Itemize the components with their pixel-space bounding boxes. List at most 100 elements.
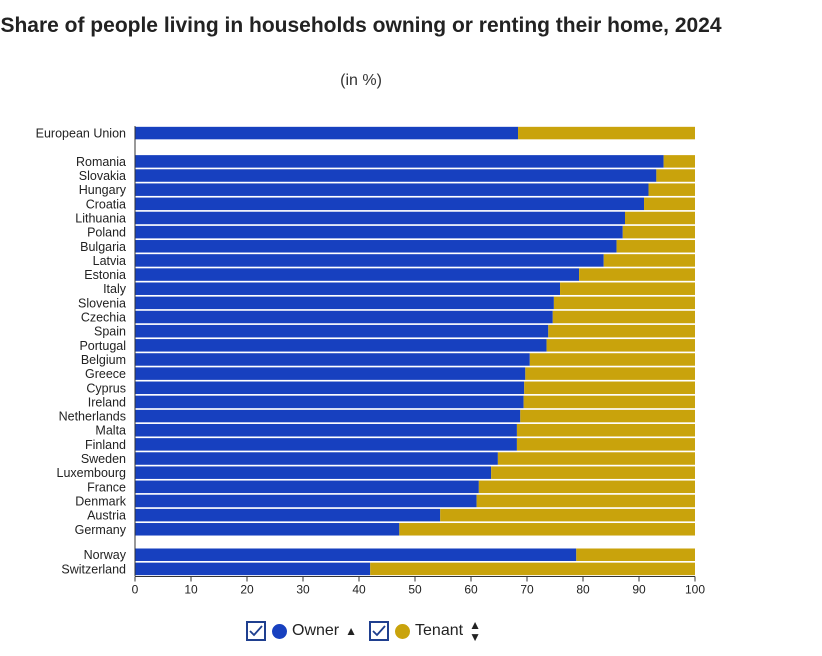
bar-tenant	[603, 254, 695, 267]
tenant-swatch	[395, 623, 411, 639]
bar-owner	[135, 240, 617, 253]
bar-owner	[135, 480, 479, 494]
x-tick-label: 30	[296, 582, 310, 596]
category-label: Netherlands	[59, 410, 126, 424]
bar-tenant	[524, 381, 695, 395]
bar-tenant	[476, 494, 695, 508]
bar-tenant	[644, 197, 695, 211]
bar-owner	[135, 324, 549, 338]
category-label: Italy	[103, 282, 127, 296]
x-tick-label: 0	[132, 582, 139, 596]
bar-tenant	[516, 438, 695, 451]
x-tick-label: 10	[184, 582, 198, 596]
category-label: Austria	[87, 509, 126, 523]
owner-swatch	[272, 623, 287, 639]
category-label: Croatia	[86, 197, 126, 211]
x-tick-label: 40	[352, 582, 366, 596]
tenant-label: Tenant	[415, 622, 464, 639]
bar-owner	[135, 296, 554, 310]
owner-label: Owner	[292, 622, 340, 639]
bar-tenant	[663, 155, 695, 168]
bar-owner	[135, 282, 561, 295]
sort-asc-icon[interactable]: ▲	[345, 624, 358, 638]
bar-owner	[135, 183, 649, 196]
category-label: Malta	[95, 424, 126, 438]
bar-owner	[135, 438, 517, 451]
bar-tenant	[516, 423, 695, 437]
bar-tenant	[622, 225, 695, 239]
category-label: Luxembourg	[57, 466, 127, 480]
category-label: Bulgaria	[80, 240, 126, 254]
chart-title: Share of people living in households own…	[0, 14, 722, 37]
bar-tenant	[616, 240, 695, 253]
bar-owner	[135, 381, 525, 395]
category-label: France	[87, 480, 126, 494]
category-label: Portugal	[79, 339, 126, 353]
sort-toggle-icon[interactable]: ▲ ▼	[469, 618, 481, 644]
category-label: Germany	[75, 523, 127, 537]
category-label: Lithuania	[75, 211, 126, 225]
category-label: Norway	[84, 548, 127, 562]
bar-owner	[135, 169, 657, 182]
bar-owner	[135, 126, 519, 140]
bar-owner	[135, 548, 577, 561]
bar-owner	[135, 254, 604, 267]
bar-tenant	[576, 548, 695, 561]
owner-checkbox[interactable]	[246, 621, 266, 641]
bar-tenant	[518, 126, 695, 140]
bar-owner	[135, 367, 526, 380]
bar-tenant	[548, 324, 695, 338]
category-label: Latvia	[93, 254, 126, 268]
bar-owner	[135, 310, 553, 324]
bar-tenant	[399, 523, 695, 536]
bar-tenant	[553, 296, 695, 310]
category-label: Slovenia	[78, 296, 126, 310]
bar-owner	[135, 197, 645, 211]
chart-subtitle: (in %)	[340, 72, 382, 89]
bar-tenant	[525, 367, 695, 380]
category-label: Greece	[85, 367, 126, 381]
bar-owner	[135, 466, 492, 479]
bar-tenant	[560, 282, 695, 295]
bar-owner	[135, 353, 530, 366]
bar-owner	[135, 562, 371, 576]
bar-tenant	[497, 452, 695, 465]
bar-owner	[135, 268, 580, 281]
bar-owner	[135, 225, 623, 239]
bar-owner	[135, 494, 477, 508]
x-tick-label: 80	[576, 582, 590, 596]
category-label: Spain	[94, 325, 126, 339]
legend-item-owner[interactable]: Owner ▲	[246, 621, 369, 641]
bar-tenant	[656, 169, 695, 182]
bar-tenant	[491, 466, 695, 479]
bar-owner	[135, 523, 400, 536]
category-label: Czechia	[81, 311, 126, 325]
category-label: Cyprus	[86, 381, 126, 395]
category-label: Estonia	[84, 268, 126, 282]
x-tick-label: 70	[520, 582, 534, 596]
bar-owner	[135, 423, 517, 437]
bar-tenant	[625, 211, 695, 225]
checkmark-icon	[372, 625, 386, 637]
bar-tenant	[579, 268, 695, 281]
category-label: Slovakia	[79, 169, 126, 183]
category-label: Ireland	[88, 395, 126, 409]
x-tick-label: 50	[408, 582, 422, 596]
bar-tenant	[478, 480, 695, 494]
x-tick-label: 60	[464, 582, 478, 596]
bar-owner	[135, 452, 498, 465]
category-label: Finland	[85, 438, 126, 452]
bar-owner	[135, 339, 547, 352]
category-label: Denmark	[75, 494, 126, 508]
legend-item-tenant[interactable]: Tenant ▲ ▼	[369, 619, 493, 643]
x-tick-label: 20	[240, 582, 254, 596]
category-label: Sweden	[81, 452, 126, 466]
tenant-checkbox[interactable]	[369, 621, 390, 641]
bar-owner	[135, 155, 664, 168]
bar-tenant	[520, 409, 695, 423]
category-label: Hungary	[79, 183, 127, 197]
category-label: Belgium	[81, 353, 126, 367]
category-label: Romania	[76, 155, 126, 169]
category-label: Poland	[87, 226, 126, 240]
category-label: Switzerland	[61, 562, 126, 576]
